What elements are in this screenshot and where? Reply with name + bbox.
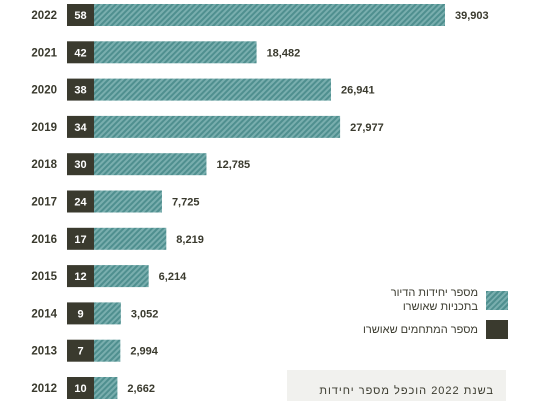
units-bar: [94, 265, 149, 288]
complex-count-label: 38: [74, 85, 86, 97]
units-value-label: 12,785: [216, 159, 250, 171]
complex-count-label: 24: [74, 197, 87, 209]
year-label: 2021: [31, 47, 57, 59]
complex-count-label: 30: [74, 159, 86, 171]
units-bar: [94, 302, 121, 325]
complex-count-box: [67, 339, 94, 362]
complex-count-box: [67, 302, 94, 325]
complex-count-box: [67, 78, 94, 101]
complex-count-label: 10: [74, 383, 86, 395]
complex-count-label: 34: [74, 122, 87, 134]
year-label: 2022: [31, 10, 57, 22]
note-text: בשנת 2022 הוכפל מספר יחידות: [319, 385, 494, 397]
complex-count-label: 7: [77, 346, 83, 358]
legend-units-swatch: [486, 290, 508, 310]
year-label: 2017: [31, 197, 57, 209]
year-label: 2019: [31, 122, 57, 134]
complex-count-box: [67, 4, 94, 26]
year-label: 2012: [31, 383, 57, 395]
units-bar: [94, 227, 167, 250]
units-bar: [94, 153, 207, 176]
units-value-label: 3,052: [131, 308, 159, 320]
units-bar: [94, 4, 445, 26]
units-value-label: 2,994: [130, 346, 158, 358]
units-bar: [94, 190, 162, 213]
units-bar: [94, 339, 121, 362]
year-label: 2018: [31, 159, 57, 171]
complex-count-box: [67, 265, 94, 288]
complex-count-box: [67, 41, 94, 64]
units-value-label: 27,977: [350, 122, 384, 134]
legend-complexes-swatch: [486, 320, 508, 339]
units-value-label: 18,482: [267, 47, 301, 59]
year-label: 2016: [31, 234, 57, 246]
legend-units-label: מספר יחידות הדיור בתכניות שאושרו: [391, 286, 478, 314]
units-value-label: 7,725: [172, 197, 200, 209]
year-label: 2015: [31, 271, 57, 283]
legend-complexes-label: מספר המתחמים שאושרו: [363, 323, 478, 336]
units-bar: [94, 377, 118, 399]
complex-count-label: 17: [74, 234, 86, 246]
complex-count-label: 42: [74, 47, 86, 59]
units-value-label: 6,214: [159, 271, 187, 283]
complex-count-box: [67, 153, 94, 176]
complex-count-label: 9: [77, 308, 83, 320]
legend-units: מספר יחידות הדיור בתכניות שאושרו: [391, 286, 508, 314]
units-bar: [94, 41, 257, 64]
complex-count-box: [67, 377, 94, 399]
legend-units-line-2: בתכניות שאושרו: [402, 301, 478, 313]
units-value-label: 8,219: [176, 234, 204, 246]
units-bar: [94, 115, 341, 138]
complex-count-label: 12: [74, 271, 86, 283]
complex-count-box: [67, 190, 94, 213]
year-label: 2020: [31, 85, 57, 97]
year-label: 2013: [31, 346, 57, 358]
legend-complexes: מספר המתחמים שאושרו: [363, 320, 508, 339]
complex-count-label: 58: [74, 10, 86, 22]
units-value-label: 2,662: [127, 383, 155, 395]
units-bar: [94, 78, 331, 101]
year-label: 2014: [31, 308, 57, 320]
units-value-label: 39,903: [455, 10, 489, 22]
complex-count-box: [67, 115, 94, 138]
units-value-label: 26,941: [341, 85, 375, 97]
complex-count-box: [67, 227, 94, 250]
legend-units-line-1: מספר יחידות הדיור: [390, 287, 478, 299]
note-box: בשנת 2022 הוכפל מספר יחידות: [287, 370, 506, 401]
